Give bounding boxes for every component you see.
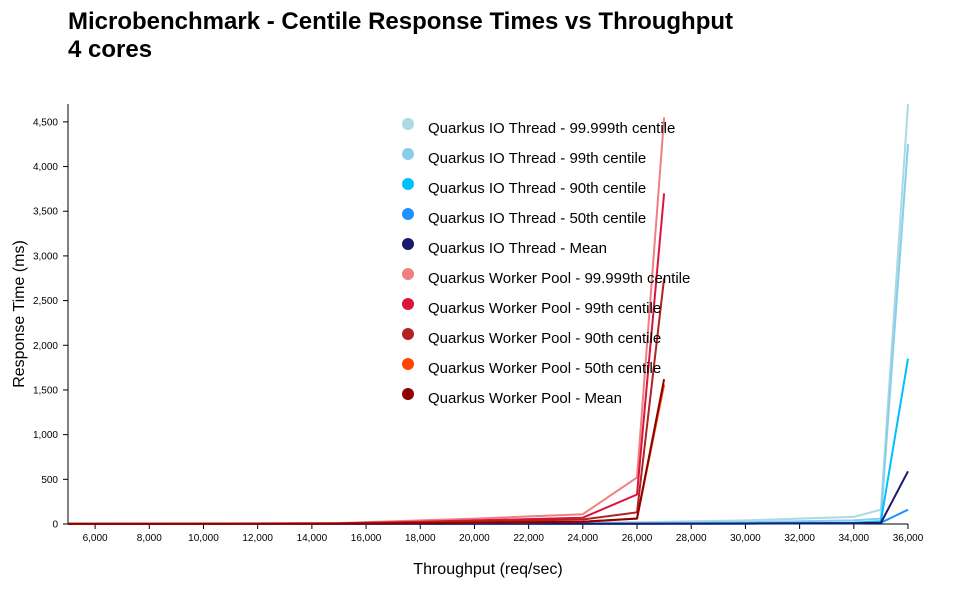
x-axis-title: Throughput (req/sec) xyxy=(413,561,562,578)
y-tick-label: 2,500 xyxy=(33,296,58,307)
series-line-3 xyxy=(67,358,909,525)
x-tick-label: 22,000 xyxy=(513,533,544,544)
x-tick-label: 34,000 xyxy=(839,533,870,544)
legend-label: Quarkus Worker Pool - 50th centile xyxy=(428,360,661,377)
legend-marker xyxy=(402,208,414,220)
legend-marker xyxy=(402,328,414,340)
x-tick-label: 18,000 xyxy=(405,533,436,544)
legend-label: Quarkus IO Thread - 50th centile xyxy=(428,210,646,227)
legend-label: Quarkus Worker Pool - 90th centile xyxy=(428,330,661,347)
chart-title-line: Microbenchmark - Centile Response Times … xyxy=(68,8,734,35)
x-tick-label: 10,000 xyxy=(188,533,219,544)
axes: 6,000 8,000 10,000 12,000 14,000 16,000 18,000… xyxy=(33,104,924,544)
x-tick-label: 6,000 xyxy=(83,533,108,544)
x-tick-label: 16,000 xyxy=(351,533,382,544)
series-lines xyxy=(67,103,909,525)
y-tick-label: 4,500 xyxy=(33,117,58,128)
x-tick-label: 24,000 xyxy=(568,533,599,544)
x-tick-label: 36,000 xyxy=(893,533,924,544)
y-tick-label: 0 xyxy=(52,520,58,531)
x-tick-label: 8,000 xyxy=(137,533,162,544)
x-tick-label: 26,000 xyxy=(622,533,653,544)
series-line-5 xyxy=(68,470,909,525)
y-tick-label: 3,500 xyxy=(33,207,58,218)
chart-subtitle: 4 cores xyxy=(68,36,153,63)
x-tick-label: 12,000 xyxy=(242,533,273,544)
legend-marker xyxy=(402,178,414,190)
legend-marker xyxy=(402,118,414,130)
legend-label: Quarkus Worker Pool - 99th centile xyxy=(428,300,661,317)
legend-marker xyxy=(402,148,414,160)
y-tick-label: 500 xyxy=(41,475,58,486)
legend-label: Quarkus IO Thread - 99th centile xyxy=(428,150,646,167)
x-tick-label: 14,000 xyxy=(297,533,328,544)
legend: Quarkus IO Thread - 99.999th centile Quar… xyxy=(402,118,690,407)
x-tick-label: 30,000 xyxy=(730,533,761,544)
legend-marker xyxy=(402,238,414,250)
y-tick-label: 2,000 xyxy=(33,341,58,352)
x-tick-label: 28,000 xyxy=(676,533,707,544)
x-tick-label: 20,000 xyxy=(459,533,490,544)
legend-label: Quarkus IO Thread - 99.999th centile xyxy=(428,120,675,137)
y-tick-label: 1,000 xyxy=(33,430,58,441)
y-tick-label: 3,000 xyxy=(33,251,58,262)
legend-label: Quarkus IO Thread - 90th centile xyxy=(428,180,646,197)
x-tick-label: 32,000 xyxy=(784,533,815,544)
series-line-10 xyxy=(67,379,666,525)
series-line-6 xyxy=(67,117,666,525)
y-axis-title: Response Time (ms) xyxy=(11,240,28,388)
legend-marker xyxy=(402,268,414,280)
y-tick-label: 1,500 xyxy=(33,385,58,396)
legend-marker xyxy=(402,388,414,400)
legend-label: Quarkus IO Thread - Mean xyxy=(428,240,607,257)
legend-label: Quarkus Worker Pool - Mean xyxy=(428,390,622,407)
legend-marker xyxy=(402,298,414,310)
legend-label: Quarkus Worker Pool - 99.999th centile xyxy=(428,270,690,287)
legend-marker xyxy=(402,358,414,370)
chart-title: Microbenchmark - Centile Response Times … xyxy=(68,8,733,64)
y-tick-label: 4,000 xyxy=(33,162,58,173)
